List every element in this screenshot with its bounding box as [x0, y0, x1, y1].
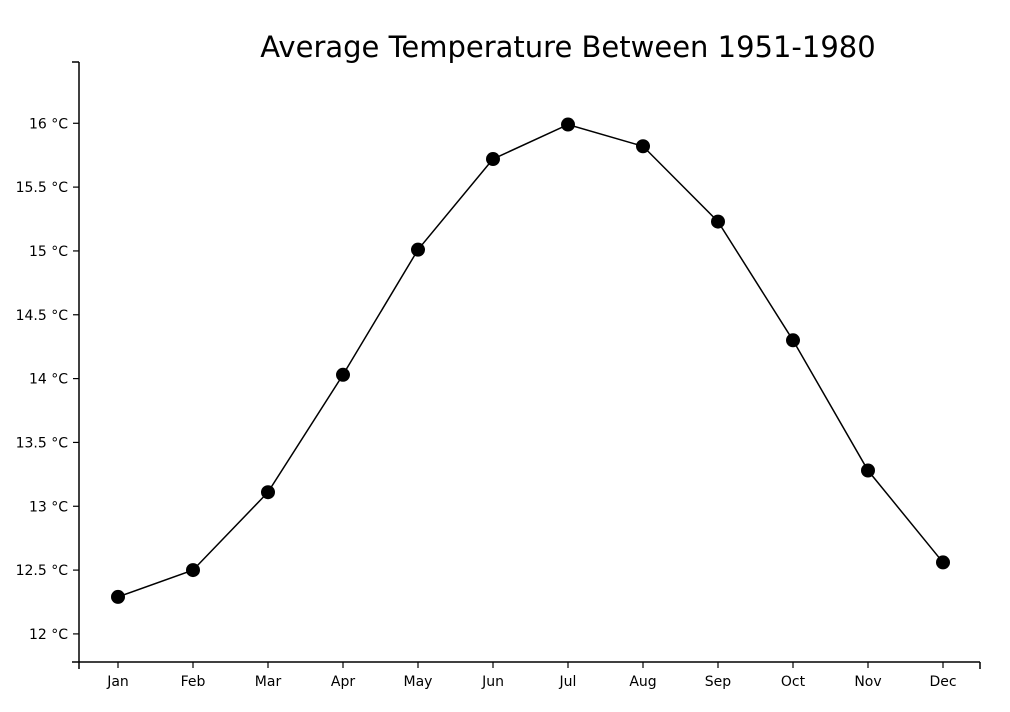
data-point	[186, 563, 200, 578]
y-tick-label: 16 °C	[29, 116, 68, 132]
x-tick-label: Mar	[255, 674, 282, 690]
x-tick-label: Dec	[929, 674, 956, 690]
x-tick-label: Jul	[559, 674, 577, 690]
data-point	[711, 214, 725, 229]
x-tick-label: Aug	[629, 674, 656, 690]
y-tick-label: 14.5 °C	[16, 308, 69, 324]
x-tick-label: May	[404, 674, 433, 690]
series-group	[111, 117, 950, 604]
x-tick-label: Oct	[781, 674, 806, 690]
x-tick-label: Apr	[331, 674, 355, 690]
y-tick-label: 13.5 °C	[16, 435, 69, 451]
x-tick-label: Sep	[705, 674, 732, 690]
x-tick-label: Jun	[481, 674, 504, 690]
data-point	[411, 242, 425, 257]
y-tick-label: 12 °C	[29, 627, 68, 643]
data-point	[636, 139, 650, 154]
axes: 12 °C 12.5 °C 13 °C 13.5 °C 14 °C 14.5 °C 15 °…	[16, 61, 981, 690]
x-tick-label: Jan	[106, 674, 129, 690]
data-point	[111, 589, 125, 604]
y-tick-label: 13 °C	[29, 499, 68, 515]
y-tick-label: 15 °C	[29, 244, 68, 260]
data-point	[486, 152, 500, 167]
data-point	[561, 117, 575, 132]
data-point	[936, 555, 950, 570]
y-tick-label: 14 °C	[29, 372, 68, 388]
data-point	[336, 367, 350, 382]
series-line	[117, 123, 944, 598]
chart-title: Average Temperature Between 1951-1980	[260, 30, 876, 64]
y-tick-label: 15.5 °C	[16, 180, 69, 196]
y-tick-label: 12.5 °C	[16, 563, 69, 579]
data-point	[861, 463, 875, 478]
data-point	[261, 485, 275, 500]
x-tick-label: Nov	[854, 674, 881, 690]
x-tick-label: Feb	[181, 674, 206, 690]
data-point	[786, 333, 800, 348]
